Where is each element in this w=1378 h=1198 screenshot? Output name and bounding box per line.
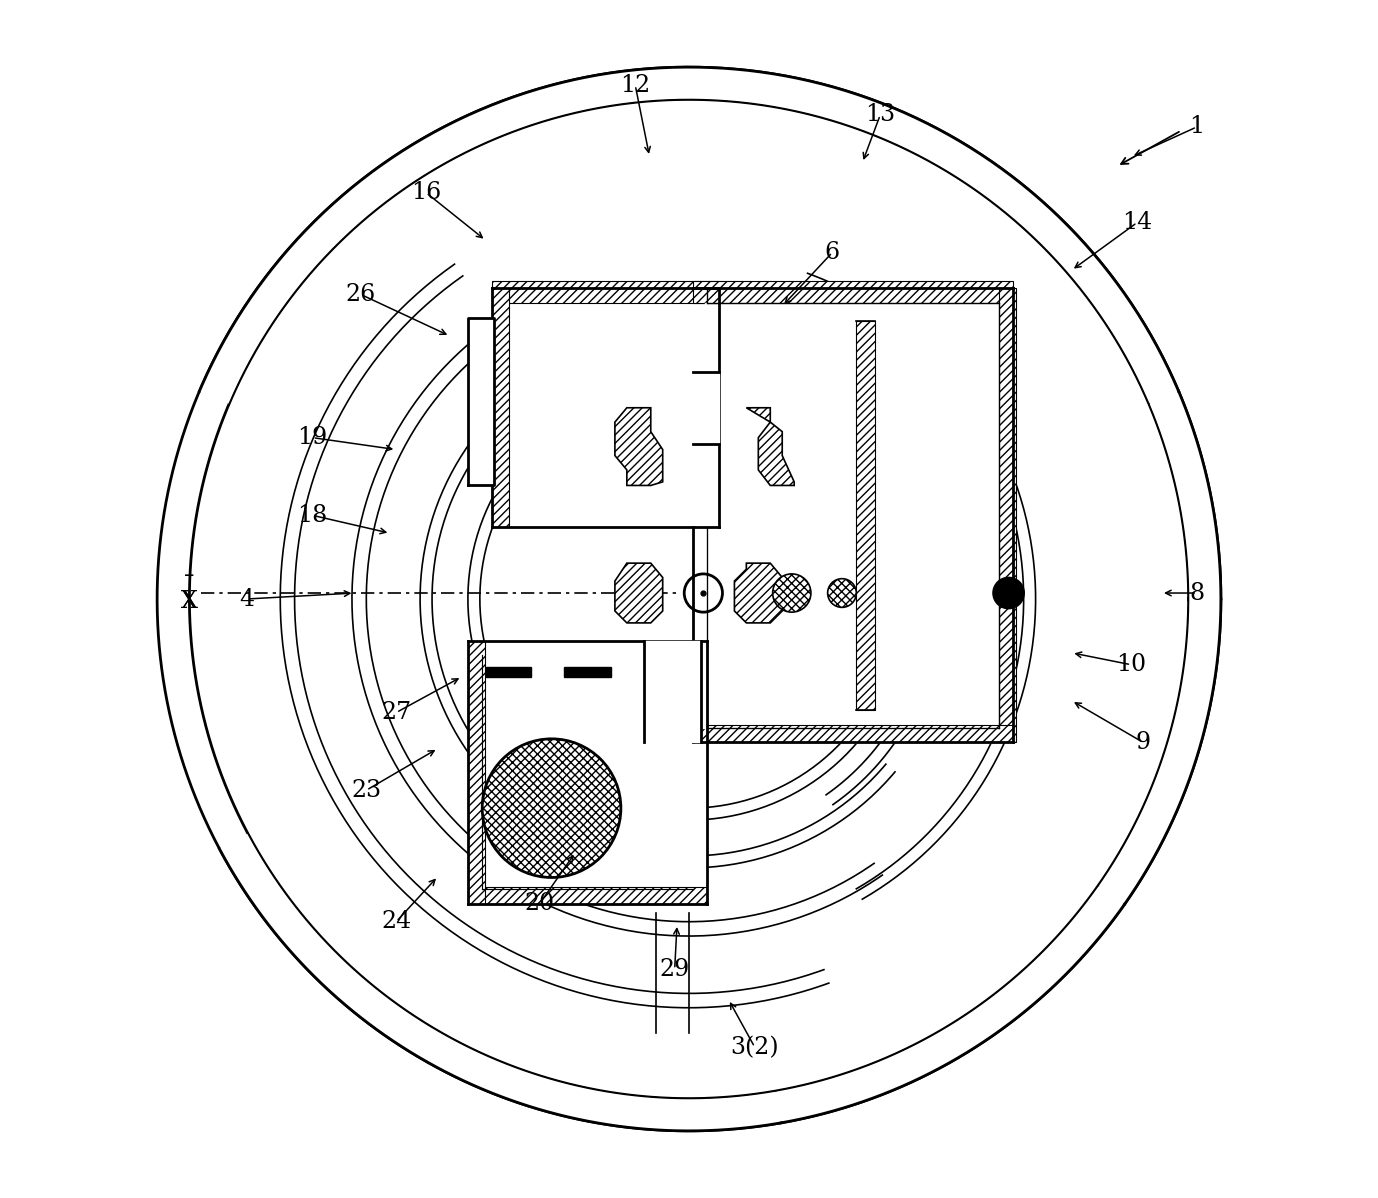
Polygon shape bbox=[644, 641, 701, 743]
Text: 27: 27 bbox=[382, 701, 411, 724]
Text: X: X bbox=[181, 589, 198, 613]
Polygon shape bbox=[486, 667, 532, 677]
Polygon shape bbox=[157, 67, 1221, 1131]
Polygon shape bbox=[564, 667, 612, 677]
Text: 10: 10 bbox=[1116, 653, 1146, 676]
Bar bbox=[856, 321, 875, 710]
Text: 13: 13 bbox=[865, 103, 896, 127]
Bar bbox=[469, 641, 485, 903]
Text: 3(2): 3(2) bbox=[730, 1036, 779, 1059]
Text: 19: 19 bbox=[298, 426, 328, 449]
Polygon shape bbox=[615, 563, 663, 623]
Polygon shape bbox=[704, 303, 707, 513]
Bar bbox=[492, 289, 508, 527]
Polygon shape bbox=[615, 407, 663, 485]
Circle shape bbox=[994, 577, 1024, 609]
Polygon shape bbox=[469, 319, 495, 485]
Text: 26: 26 bbox=[344, 283, 375, 305]
Polygon shape bbox=[693, 289, 1013, 743]
Polygon shape bbox=[734, 563, 783, 623]
Text: 24: 24 bbox=[382, 910, 411, 933]
Bar bbox=[693, 282, 1013, 303]
Polygon shape bbox=[1098, 392, 1221, 904]
Text: 29: 29 bbox=[660, 958, 690, 981]
Circle shape bbox=[482, 739, 621, 877]
Polygon shape bbox=[492, 289, 719, 527]
Bar bbox=[492, 282, 719, 303]
Text: 14: 14 bbox=[1122, 211, 1152, 234]
Polygon shape bbox=[469, 641, 707, 903]
Circle shape bbox=[773, 574, 810, 612]
Text: 18: 18 bbox=[298, 504, 328, 527]
Polygon shape bbox=[747, 407, 794, 485]
Polygon shape bbox=[219, 834, 781, 1131]
Bar bbox=[469, 887, 707, 903]
Text: 20: 20 bbox=[525, 893, 555, 915]
Bar bbox=[693, 725, 1013, 743]
Text: X: X bbox=[181, 589, 198, 613]
Bar bbox=[999, 289, 1016, 743]
Text: 16: 16 bbox=[411, 181, 441, 204]
Text: 6: 6 bbox=[825, 241, 841, 264]
Polygon shape bbox=[693, 371, 719, 443]
Text: 8: 8 bbox=[1189, 581, 1204, 605]
Text: 1: 1 bbox=[1189, 115, 1204, 139]
Text: 23: 23 bbox=[351, 779, 382, 801]
Text: 9: 9 bbox=[1135, 731, 1151, 754]
Text: 12: 12 bbox=[620, 73, 650, 97]
Text: 4: 4 bbox=[240, 587, 255, 611]
Polygon shape bbox=[200, 67, 1178, 404]
Circle shape bbox=[828, 579, 856, 607]
Polygon shape bbox=[693, 655, 707, 728]
Polygon shape bbox=[776, 885, 1124, 1123]
Text: –: – bbox=[185, 565, 194, 585]
